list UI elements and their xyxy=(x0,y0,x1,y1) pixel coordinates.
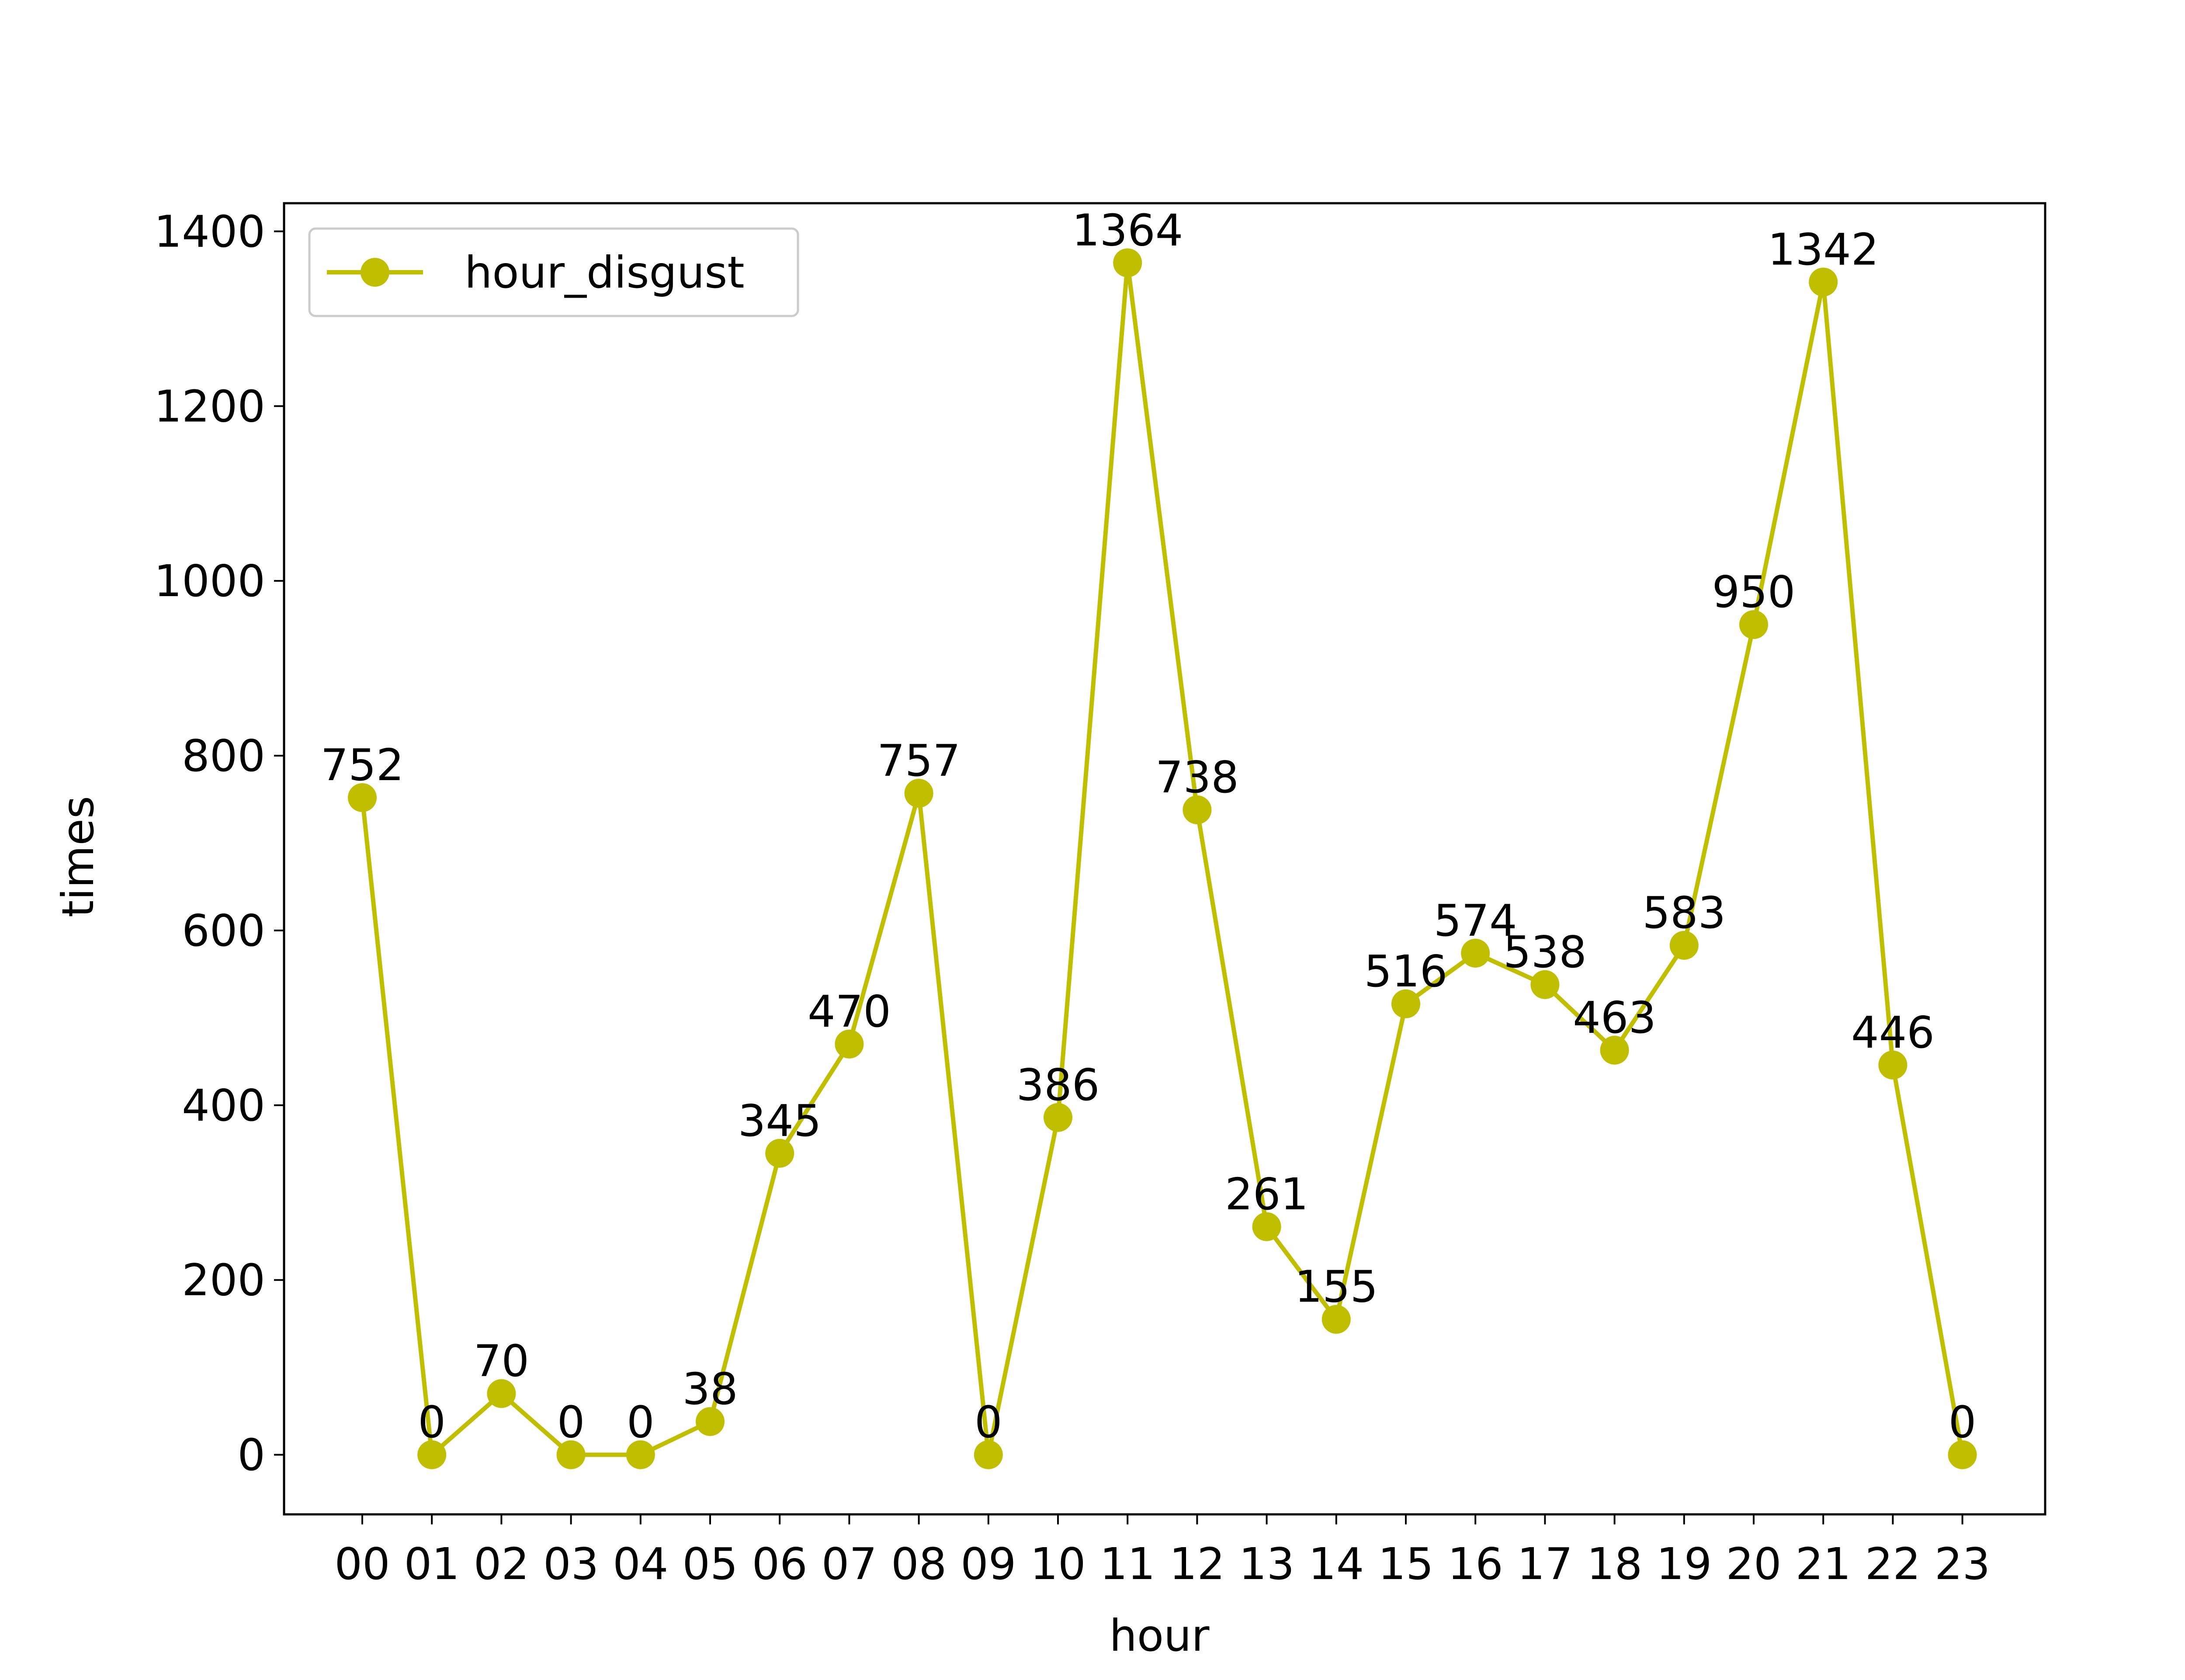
data-point xyxy=(1600,1035,1629,1065)
data-label: 1342 xyxy=(1768,224,1879,275)
data-label: 345 xyxy=(738,1095,822,1146)
y-axis-title: times xyxy=(52,796,104,917)
x-tick-label: 15 xyxy=(1378,1538,1433,1590)
x-tick-label: 21 xyxy=(1796,1538,1851,1590)
y-tick-label: 1400 xyxy=(154,206,266,257)
data-point xyxy=(1044,1103,1072,1132)
data-label: 0 xyxy=(975,1397,1002,1448)
data-point xyxy=(974,1440,1003,1469)
x-tick-label: 19 xyxy=(1656,1538,1712,1590)
x-tick-label: 13 xyxy=(1239,1538,1294,1590)
y-tick-label: 1200 xyxy=(154,381,266,432)
x-tick-label: 14 xyxy=(1308,1538,1364,1590)
x-tick-label: 02 xyxy=(474,1538,529,1590)
data-label: 538 xyxy=(1503,927,1587,978)
x-tick-label: 17 xyxy=(1517,1538,1573,1590)
data-point xyxy=(1252,1212,1281,1241)
data-point xyxy=(1530,970,1560,999)
legend-label: hour_disgust xyxy=(465,247,745,298)
x-tick-label: 16 xyxy=(1448,1538,1503,1590)
data-label: 752 xyxy=(321,739,404,791)
data-label: 70 xyxy=(474,1336,529,1387)
x-tick-label: 05 xyxy=(682,1538,738,1590)
data-point xyxy=(348,783,377,812)
x-tick-label: 06 xyxy=(752,1538,808,1590)
x-tick-label: 22 xyxy=(1865,1538,1921,1590)
x-tick-label: 04 xyxy=(613,1538,668,1590)
y-tick-label: 800 xyxy=(182,730,265,781)
data-label: 155 xyxy=(1294,1261,1378,1312)
data-label: 0 xyxy=(418,1397,446,1448)
x-tick-label: 18 xyxy=(1587,1538,1642,1590)
data-point xyxy=(1461,938,1490,968)
data-point xyxy=(1113,248,1142,278)
data-point xyxy=(626,1440,655,1469)
data-point xyxy=(1183,795,1212,825)
data-point xyxy=(1948,1440,1977,1469)
x-tick-label: 10 xyxy=(1030,1538,1086,1590)
data-point xyxy=(1321,1305,1351,1334)
y-tick-label: 0 xyxy=(237,1430,265,1481)
data-label: 0 xyxy=(1949,1397,1977,1448)
data-label: 574 xyxy=(1434,895,1517,946)
data-label: 463 xyxy=(1573,992,1656,1043)
y-tick-label: 200 xyxy=(182,1255,265,1306)
x-tick-label: 09 xyxy=(961,1538,1016,1590)
x-tick-label: 08 xyxy=(891,1538,947,1590)
data-label: 470 xyxy=(808,986,891,1037)
data-label: 738 xyxy=(1155,752,1239,803)
data-point xyxy=(417,1440,447,1469)
y-tick-label: 400 xyxy=(182,1080,265,1131)
data-point xyxy=(904,779,933,808)
x-axis-title: hour xyxy=(1109,1610,1210,1661)
data-label: 1364 xyxy=(1072,205,1183,256)
x-tick-label: 03 xyxy=(543,1538,599,1590)
data-label: 446 xyxy=(1851,1007,1935,1058)
plot-frame xyxy=(283,202,2046,1516)
data-label: 261 xyxy=(1225,1169,1308,1220)
data-label: 516 xyxy=(1364,946,1448,997)
x-tick-label: 23 xyxy=(1935,1538,1990,1590)
data-point xyxy=(1739,610,1768,639)
data-point xyxy=(696,1407,725,1436)
x-tick-label: 20 xyxy=(1726,1538,1781,1590)
data-label: 0 xyxy=(627,1397,655,1448)
x-tick-label: 12 xyxy=(1169,1538,1225,1590)
data-point xyxy=(1809,267,1838,297)
legend-box xyxy=(308,227,799,317)
data-label: 386 xyxy=(1016,1059,1100,1111)
legend: hour_disgust xyxy=(308,227,799,317)
data-point xyxy=(487,1379,516,1408)
data-point xyxy=(765,1139,794,1168)
x-tick-label: 11 xyxy=(1100,1538,1155,1590)
legend-marker-swatch xyxy=(361,258,389,287)
series-layer xyxy=(348,248,1977,1469)
data-point xyxy=(1391,989,1420,1018)
data-point xyxy=(1878,1050,1908,1080)
data-label: 38 xyxy=(682,1364,738,1415)
y-tick-label: 600 xyxy=(182,905,265,956)
data-point xyxy=(1669,930,1699,960)
data-label: 583 xyxy=(1642,887,1726,938)
x-tick-label: 00 xyxy=(334,1538,390,1590)
x-tick-label: 07 xyxy=(822,1538,877,1590)
y-tick-label: 1000 xyxy=(154,555,266,607)
data-point xyxy=(835,1029,864,1059)
x-tick-label: 01 xyxy=(404,1538,460,1590)
data-label: 950 xyxy=(1712,566,1796,618)
data-point xyxy=(556,1440,586,1469)
data-label: 757 xyxy=(877,735,961,786)
data-label: 0 xyxy=(557,1397,585,1448)
